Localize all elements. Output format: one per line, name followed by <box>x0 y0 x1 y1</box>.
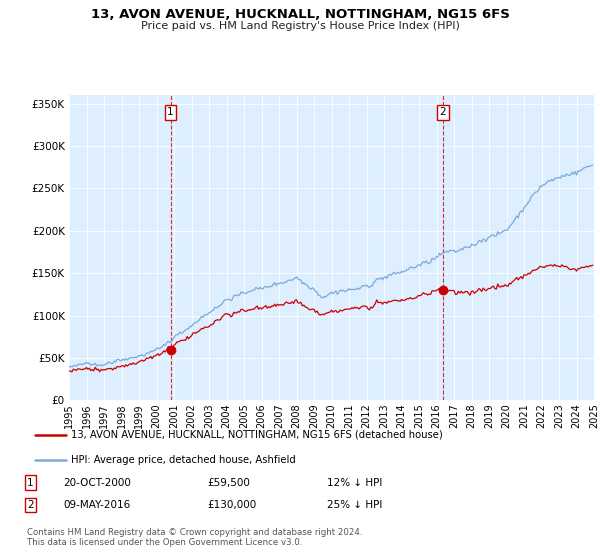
Text: Price paid vs. HM Land Registry's House Price Index (HPI): Price paid vs. HM Land Registry's House … <box>140 21 460 31</box>
Text: 1: 1 <box>27 478 34 488</box>
Text: 25% ↓ HPI: 25% ↓ HPI <box>327 500 382 510</box>
Text: 2: 2 <box>27 500 34 510</box>
Text: £130,000: £130,000 <box>207 500 256 510</box>
Text: 20-OCT-2000: 20-OCT-2000 <box>63 478 131 488</box>
Text: £59,500: £59,500 <box>207 478 250 488</box>
Text: 12% ↓ HPI: 12% ↓ HPI <box>327 478 382 488</box>
Text: 13, AVON AVENUE, HUCKNALL, NOTTINGHAM, NG15 6FS (detached house): 13, AVON AVENUE, HUCKNALL, NOTTINGHAM, N… <box>71 430 443 440</box>
Text: 13, AVON AVENUE, HUCKNALL, NOTTINGHAM, NG15 6FS: 13, AVON AVENUE, HUCKNALL, NOTTINGHAM, N… <box>91 8 509 21</box>
Text: 09-MAY-2016: 09-MAY-2016 <box>63 500 130 510</box>
Text: 1: 1 <box>167 107 174 117</box>
Text: HPI: Average price, detached house, Ashfield: HPI: Average price, detached house, Ashf… <box>71 455 296 465</box>
Text: 2: 2 <box>440 107 446 117</box>
Text: Contains HM Land Registry data © Crown copyright and database right 2024.
This d: Contains HM Land Registry data © Crown c… <box>27 528 362 547</box>
